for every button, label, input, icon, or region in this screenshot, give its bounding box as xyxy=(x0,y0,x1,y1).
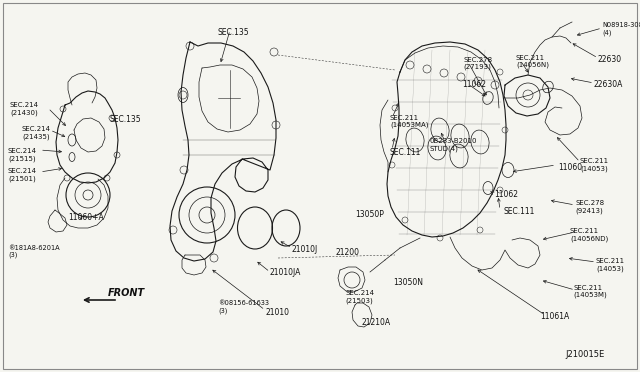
Text: SEC.111: SEC.111 xyxy=(503,207,534,216)
Text: J210015E: J210015E xyxy=(565,350,604,359)
Text: SEC.211
(14056ND): SEC.211 (14056ND) xyxy=(570,228,608,241)
Text: 21200: 21200 xyxy=(335,248,359,257)
Text: 13050P: 13050P xyxy=(355,210,384,219)
Text: SEC.135: SEC.135 xyxy=(218,28,250,37)
Text: 22630: 22630 xyxy=(598,55,622,64)
Text: SEC.214
(21503): SEC.214 (21503) xyxy=(345,290,374,304)
Text: FRONT: FRONT xyxy=(108,288,145,298)
Text: SEC.211
(14053MA): SEC.211 (14053MA) xyxy=(390,115,429,128)
Text: 11060+A: 11060+A xyxy=(68,213,104,222)
Text: SEC.211
(14056N): SEC.211 (14056N) xyxy=(516,55,549,68)
Text: 21010: 21010 xyxy=(265,308,289,317)
Text: ®08156-61633
(3): ®08156-61633 (3) xyxy=(218,300,269,314)
Text: 11062: 11062 xyxy=(494,190,518,199)
Text: SEC.211
(14053): SEC.211 (14053) xyxy=(596,258,625,272)
Text: 21010J: 21010J xyxy=(292,245,318,254)
Text: SEC.211
(14053M): SEC.211 (14053M) xyxy=(573,285,607,298)
Text: SEC.214
(21435): SEC.214 (21435) xyxy=(22,126,51,140)
Text: SEC.211
(14053): SEC.211 (14053) xyxy=(580,158,609,171)
Text: 11061A: 11061A xyxy=(540,312,569,321)
Text: SEC.278
(27193): SEC.278 (27193) xyxy=(463,57,492,71)
Text: 21010JA: 21010JA xyxy=(270,268,301,277)
Text: 11060: 11060 xyxy=(558,163,582,172)
Text: SEC.214
(21430): SEC.214 (21430) xyxy=(10,102,39,115)
Text: 13050N: 13050N xyxy=(393,278,423,287)
Text: SEC.111: SEC.111 xyxy=(390,148,421,157)
Text: SEC.214
(21501): SEC.214 (21501) xyxy=(8,168,37,182)
Text: SEC.135: SEC.135 xyxy=(110,115,141,124)
Text: 11062: 11062 xyxy=(462,80,486,89)
Text: 22630A: 22630A xyxy=(594,80,623,89)
Text: SEC.214
(21515): SEC.214 (21515) xyxy=(8,148,37,161)
Text: SEC.278
(92413): SEC.278 (92413) xyxy=(575,200,604,214)
Text: N08918-3081A
(4): N08918-3081A (4) xyxy=(602,22,640,35)
Text: ®181A8-6201A
(3): ®181A8-6201A (3) xyxy=(8,245,60,259)
Text: 21210A: 21210A xyxy=(362,318,391,327)
Text: 0B233-B2010
STUD(4): 0B233-B2010 STUD(4) xyxy=(430,138,477,151)
